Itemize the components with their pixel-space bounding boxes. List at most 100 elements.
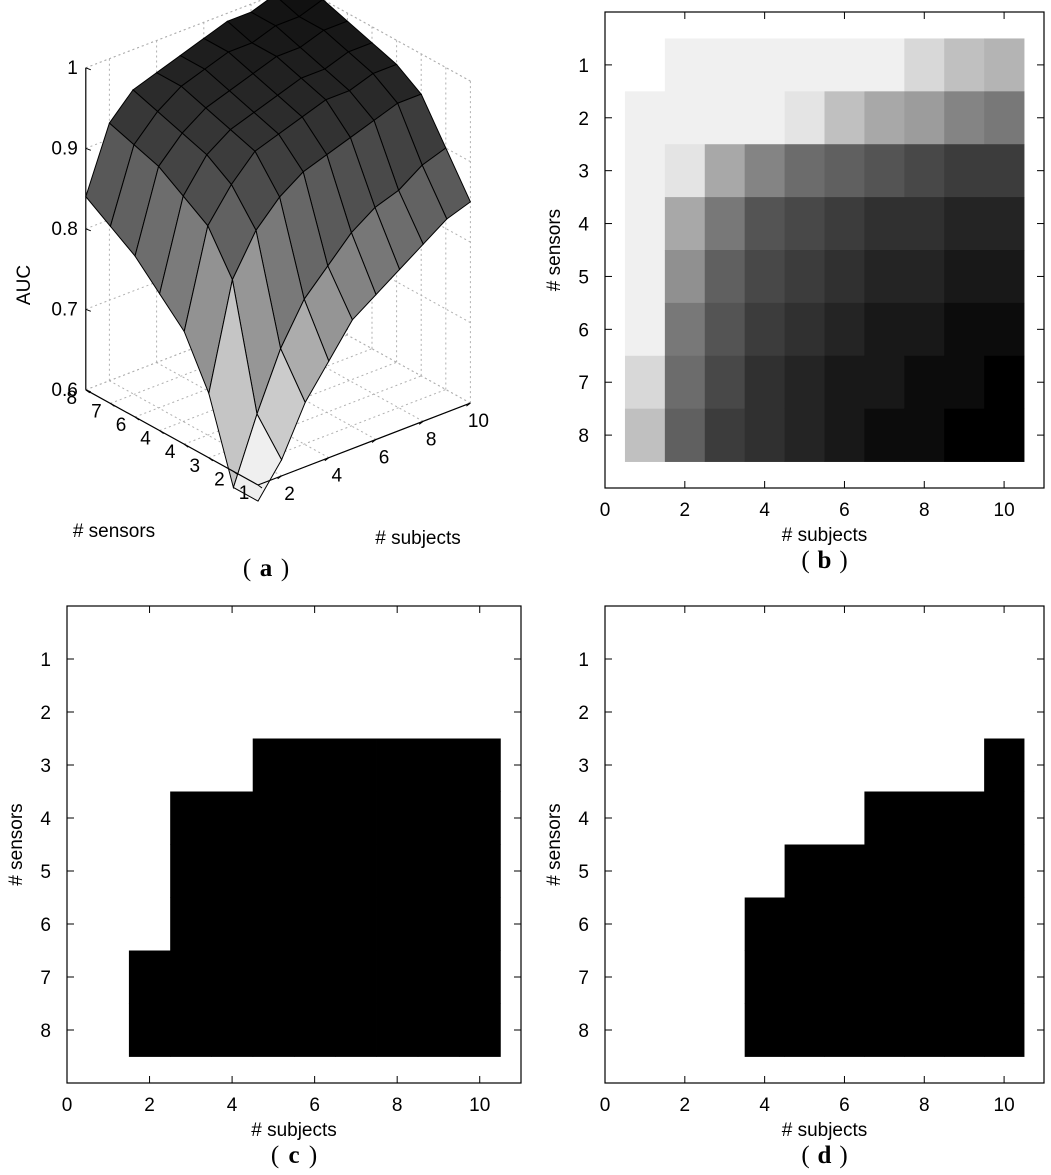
heatmap-cell xyxy=(864,844,905,898)
tick-marks xyxy=(604,606,1044,1083)
heatmap-cell xyxy=(744,302,785,357)
x-tick-label: 0 xyxy=(600,500,611,521)
heatmap-cell xyxy=(984,950,1025,1004)
heatmap-cell xyxy=(417,950,460,1004)
heatmap-cell xyxy=(664,302,706,357)
heatmap-cell xyxy=(824,355,865,410)
heatmap-cell xyxy=(744,91,785,145)
x-tick-label: 4 xyxy=(759,500,770,521)
z-tick-mark xyxy=(85,308,91,312)
caption-paren: ) xyxy=(839,1142,847,1169)
y-tick-mark xyxy=(110,402,115,407)
y-tick-label: 1 xyxy=(239,483,250,504)
heatmap-cell xyxy=(984,91,1025,145)
heatmap-cell xyxy=(784,355,825,410)
heatmap-cell xyxy=(624,302,666,357)
y-tick-label: 8 xyxy=(40,1021,51,1042)
heatmap-cell xyxy=(128,1003,171,1057)
caption-letter: b xyxy=(818,547,832,574)
x-tick-label: 10 xyxy=(469,1095,490,1116)
y-tick-label: 6 xyxy=(40,915,51,936)
heatmap-cell xyxy=(335,738,377,792)
plot-frame xyxy=(604,605,1045,1084)
heatmap-cell xyxy=(294,950,336,1004)
heatmap-cell xyxy=(864,408,905,462)
y-tick-label: 5 xyxy=(578,862,589,883)
y-axis-label: # sensors xyxy=(544,209,565,291)
heatmap-cell xyxy=(294,897,336,951)
heatmap-cell xyxy=(944,1003,985,1057)
x-tick-label: 6 xyxy=(379,448,390,469)
heatmap-cell xyxy=(864,250,905,304)
heatmap-cell xyxy=(984,738,1025,792)
heatmap-cell xyxy=(984,791,1025,845)
y-tick-mark xyxy=(233,470,238,475)
heatmap-cell xyxy=(704,355,746,410)
heatmap-cell xyxy=(335,844,377,898)
heatmap-cell xyxy=(944,91,985,145)
heatmap-cell xyxy=(376,950,419,1004)
heatmap-cell xyxy=(784,844,825,898)
z-tick-label: 0.6 xyxy=(51,380,77,401)
caption-paren: ) xyxy=(839,547,847,574)
heatmap-cell xyxy=(904,91,945,145)
y-tick-label: 8 xyxy=(67,388,78,409)
heatmap-cell xyxy=(744,1003,785,1057)
heatmap-cell xyxy=(376,738,419,792)
plot-frame xyxy=(66,605,522,1084)
heatmap-cell xyxy=(459,738,501,792)
heatmap-cell xyxy=(944,408,985,462)
heatmap-cell xyxy=(459,897,501,951)
x-axis-label: # subjects xyxy=(782,525,868,546)
y-tick-label: 6 xyxy=(578,915,589,936)
heatmap-cell xyxy=(417,1003,460,1057)
heatmap-cell xyxy=(252,738,295,792)
heatmap-cell xyxy=(664,91,706,145)
y-tick-mark xyxy=(85,389,91,394)
heatmap-cell xyxy=(824,197,865,251)
heatmap-cell xyxy=(211,1003,254,1057)
y-tick-label: 2 xyxy=(214,469,225,490)
heatmap-cell xyxy=(624,91,666,145)
y-axis-label: # sensors xyxy=(544,803,565,885)
heatmap-cell xyxy=(984,197,1025,251)
heatmap-cell xyxy=(624,355,666,410)
heatmap-cell xyxy=(864,897,905,951)
heatmap-cell xyxy=(704,197,746,251)
heatmap-cell xyxy=(984,844,1025,898)
heatmap-cell xyxy=(944,791,985,845)
heatmap-cell xyxy=(252,950,295,1004)
heatmap-cell xyxy=(944,250,985,304)
y-axis-label: # sensors xyxy=(73,521,155,542)
heatmap-cells xyxy=(744,738,1025,1057)
heatmap-cell xyxy=(211,897,254,951)
heatmap-cell xyxy=(864,302,905,357)
x-tick-label: 8 xyxy=(426,429,437,450)
surface-mesh xyxy=(85,0,472,502)
heatmap-cell xyxy=(744,144,785,198)
heatmap-cell xyxy=(294,844,336,898)
tick-marks xyxy=(604,12,1044,488)
heatmap-cell xyxy=(704,302,746,357)
x-tick-mark xyxy=(466,402,471,407)
heatmap-cell xyxy=(904,302,945,357)
y-tick-label: 8 xyxy=(578,426,589,447)
z-tick-mark xyxy=(85,228,91,232)
caption-paren: ( xyxy=(801,1142,809,1169)
heatmap-cell xyxy=(664,38,706,92)
heatmap-cell xyxy=(744,38,785,92)
heatmap-cell xyxy=(904,250,945,304)
y-tick-label: 4 xyxy=(165,442,176,463)
heatmap-cell xyxy=(704,144,746,198)
heatmap-cell xyxy=(744,250,785,304)
y-tick-mark xyxy=(159,430,164,435)
heatmap-cell xyxy=(784,408,825,462)
x-tick-mark xyxy=(371,439,377,443)
heatmap-cell xyxy=(984,355,1025,410)
heatmap-cell xyxy=(704,250,746,304)
y-tick-label: 4 xyxy=(140,429,151,450)
x-axis-label: # subjects xyxy=(251,1120,337,1141)
heatmap-cell xyxy=(904,897,945,951)
caption: (d) xyxy=(801,1142,847,1169)
